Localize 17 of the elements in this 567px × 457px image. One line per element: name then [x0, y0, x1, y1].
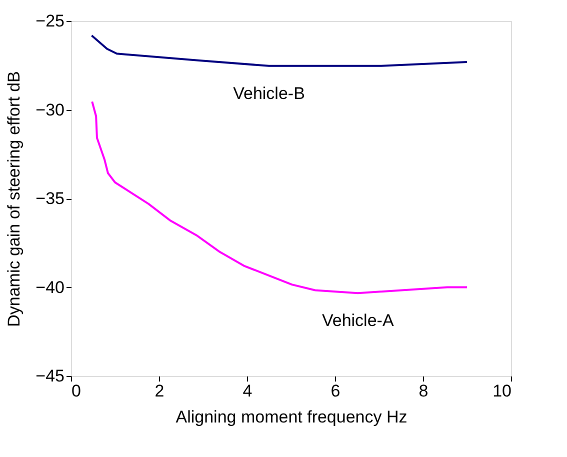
series-label: Vehicle-A: [322, 311, 394, 330]
x-axis-title: Aligning moment frequency Hz: [176, 408, 408, 426]
line-series: [91, 100, 468, 294]
line-series: [90, 34, 468, 67]
series-label: Vehicle-B: [233, 84, 305, 103]
y-tick-label: −40: [36, 278, 64, 297]
y-tick-label: −30: [36, 100, 64, 120]
y-axis-title: Dynamic gain of steering effort dB: [4, 71, 24, 327]
x-tick-label: 4: [242, 382, 252, 400]
y-tick-label: −45: [36, 366, 64, 386]
x-tick-label: 0: [72, 382, 81, 400]
x-tick-label: 10: [492, 382, 512, 400]
x-tick-label: 2: [154, 382, 164, 400]
x-tick-label: 8: [418, 382, 428, 400]
x-tick-label: 6: [330, 382, 340, 400]
y-tick-label: −25: [36, 12, 64, 30]
y-tick-label: −35: [36, 189, 64, 208]
